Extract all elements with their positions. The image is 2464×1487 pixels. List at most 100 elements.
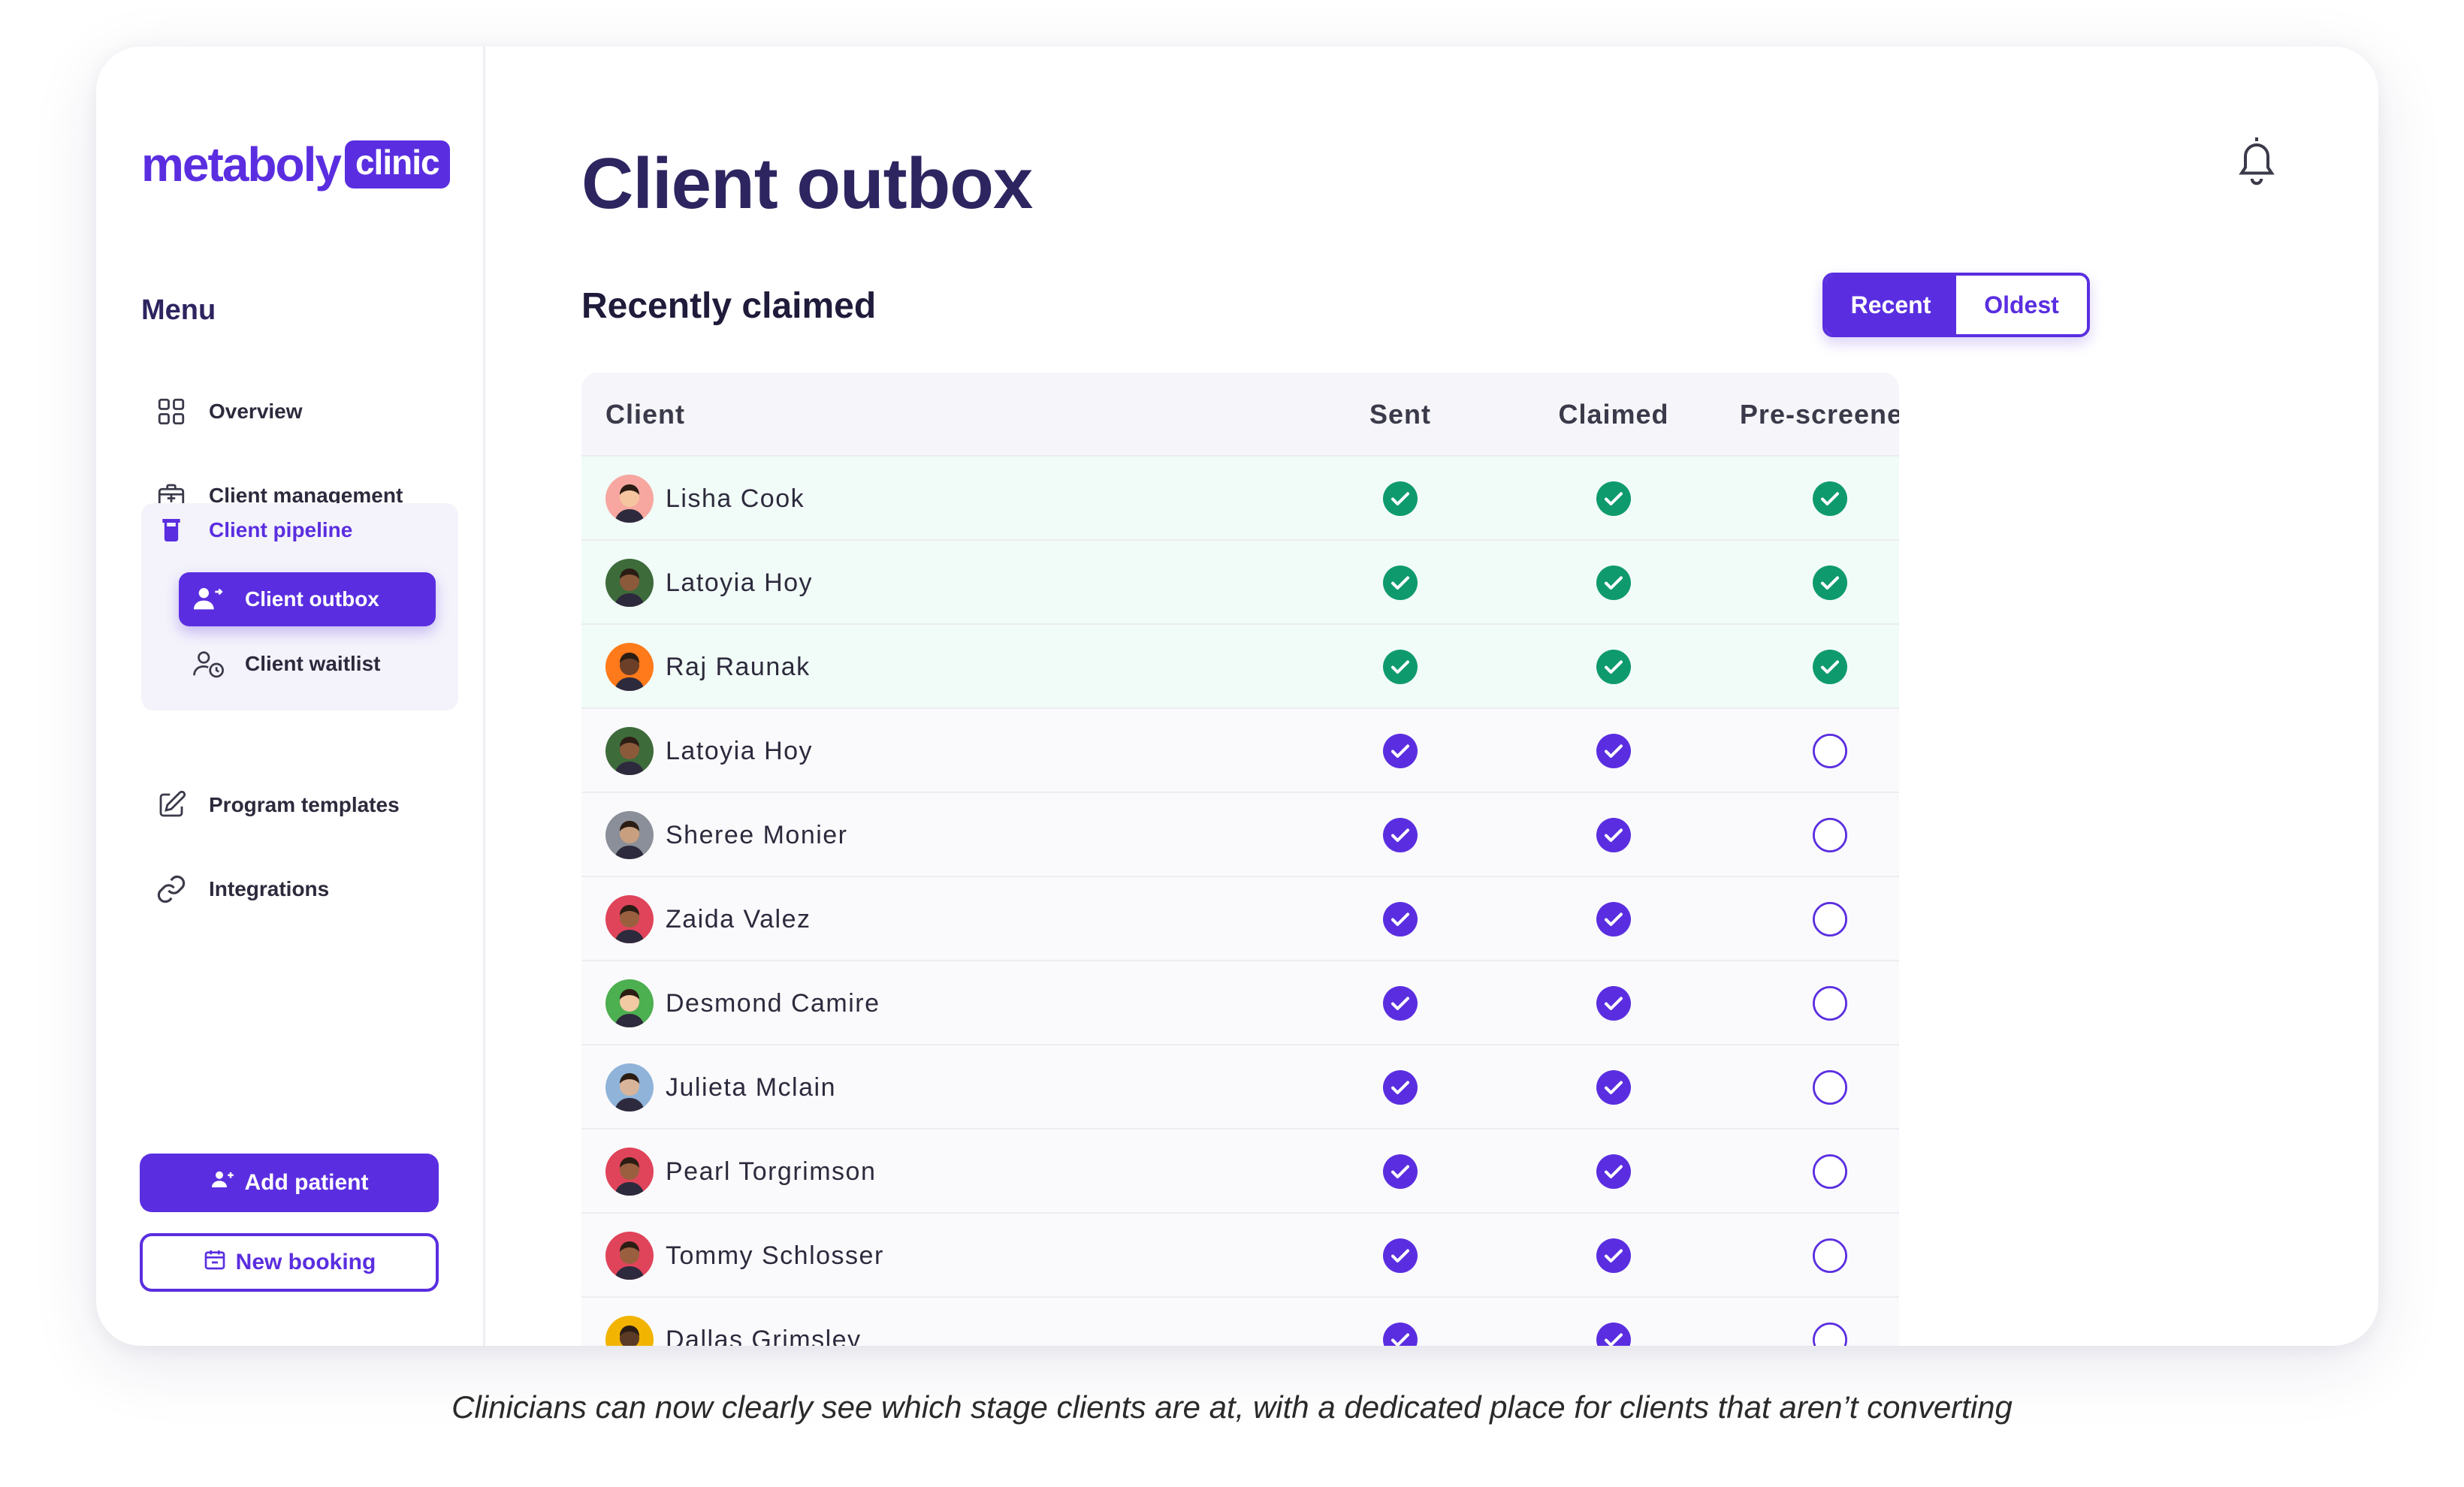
- claimed-check-icon: [1596, 733, 1632, 769]
- client-name: Latoyia Hoy: [666, 568, 814, 597]
- sidebar-item-label: Client waitlist: [245, 652, 381, 675]
- prescreened-empty-circle-icon: [1812, 1154, 1848, 1190]
- sent-check-icon: [1382, 565, 1418, 601]
- claimed-check-icon: [1596, 1069, 1632, 1105]
- sidebar-item-client-outbox[interactable]: Client outbox: [179, 572, 436, 626]
- sent-check-icon: [1382, 1069, 1418, 1105]
- sidebar-item-label: Integrations: [209, 877, 330, 900]
- sidebar-item-label: Client outbox: [245, 587, 379, 611]
- new-booking-label: New booking: [235, 1250, 376, 1274]
- user-clock-icon: [179, 648, 239, 680]
- notification-bell-icon[interactable]: [2234, 134, 2279, 186]
- sidebar-item-client-pipeline[interactable]: Client pipeline: [141, 503, 458, 557]
- table-row[interactable]: Desmond Camire: [581, 961, 1899, 1045]
- claimed-check-icon: [1596, 1322, 1632, 1346]
- client-name: Julieta Mclain: [666, 1072, 836, 1102]
- client-name: Sheree Monier: [666, 820, 848, 849]
- user-send-icon: [179, 584, 239, 614]
- client-name: Lisha Cook: [666, 484, 805, 513]
- sent-check-icon: [1382, 733, 1418, 769]
- prescreened-check-icon: [1812, 481, 1848, 517]
- avatar: [605, 1148, 654, 1196]
- client-name: Tommy Schlosser: [666, 1241, 884, 1270]
- client-name: Zaida Valez: [666, 904, 811, 934]
- avatar: [605, 559, 654, 607]
- sent-check-icon: [1382, 1154, 1418, 1190]
- client-name: Desmond Camire: [666, 988, 880, 1018]
- avatar: [605, 643, 654, 691]
- table-row[interactable]: Lisha Cook: [581, 457, 1899, 541]
- prescreened-empty-circle-icon: [1812, 1069, 1848, 1105]
- prescreened-check-icon: [1812, 649, 1848, 685]
- claimed-check-icon: [1596, 985, 1632, 1021]
- sidebar-item-integrations[interactable]: Integrations: [141, 862, 427, 916]
- sent-check-icon: [1382, 649, 1418, 685]
- prescreened-empty-circle-icon: [1812, 985, 1848, 1021]
- table-row[interactable]: Dallas Grimsley: [581, 1298, 1899, 1346]
- add-patient-button[interactable]: Add patient: [140, 1154, 439, 1212]
- sidebar-item-program-templates[interactable]: Program templates: [141, 778, 427, 832]
- sidebar-item-label: Client management: [209, 484, 403, 507]
- avatar: [605, 1316, 654, 1346]
- sent-check-icon: [1382, 1238, 1418, 1274]
- table-header: Client Sent Claimed Pre-screened: [581, 373, 1899, 457]
- sidebar-item-overview[interactable]: Overview: [141, 385, 427, 439]
- section-title: Recently claimed: [581, 286, 877, 326]
- sidebar-item-label: Program templates: [209, 793, 400, 816]
- add-patient-label: Add patient: [244, 1170, 369, 1195]
- table-row[interactable]: Tommy Schlosser: [581, 1214, 1899, 1298]
- brand-logo[interactable]: metaboly clinic: [141, 137, 450, 192]
- pipeline-group: Client pipeline Client outbox: [141, 503, 458, 710]
- table-row[interactable]: Sheree Monier: [581, 793, 1899, 877]
- prescreened-check-icon: [1812, 565, 1848, 601]
- claimed-check-icon: [1596, 901, 1632, 937]
- sidebar-item-client-management[interactable]: Client management: [141, 469, 427, 523]
- claimed-check-icon: [1596, 817, 1632, 853]
- client-name: Latoyia Hoy: [666, 736, 814, 765]
- sent-check-icon: [1382, 481, 1418, 517]
- table-row[interactable]: Raj Raunak: [581, 625, 1899, 709]
- sort-oldest-button[interactable]: Oldest: [1956, 276, 2087, 334]
- sort-recent-button[interactable]: Recent: [1825, 276, 1956, 334]
- avatar: [605, 1063, 654, 1111]
- new-booking-button[interactable]: New booking: [140, 1233, 439, 1292]
- pipeline-icon: [141, 515, 201, 545]
- prescreened-empty-circle-icon: [1812, 1238, 1848, 1274]
- sidebar-item-client-waitlist[interactable]: Client waitlist: [179, 637, 436, 691]
- sidebar-item-label: Client pipeline: [209, 518, 353, 541]
- table-row[interactable]: Zaida Valez: [581, 877, 1899, 961]
- calendar-icon: [203, 1247, 227, 1277]
- brand-badge: clinic: [344, 140, 450, 189]
- claimed-check-icon: [1596, 565, 1632, 601]
- column-header-client: Client: [605, 399, 686, 430]
- page-title: Client outbox: [581, 143, 1033, 224]
- prescreened-empty-circle-icon: [1812, 1322, 1848, 1346]
- avatar: [605, 727, 654, 775]
- claimed-check-icon: [1596, 649, 1632, 685]
- sidebar: metaboly clinic Menu Overview Client man…: [96, 47, 485, 1346]
- avatar: [605, 1232, 654, 1280]
- client-name: Pearl Torgrimson: [666, 1157, 877, 1186]
- table-row[interactable]: Julieta Mclain: [581, 1045, 1899, 1130]
- add-user-icon: [210, 1169, 236, 1197]
- grid-icon: [141, 396, 201, 427]
- avatar: [605, 895, 654, 943]
- avatar: [605, 475, 654, 523]
- brand-name: metaboly: [141, 137, 342, 192]
- table-row[interactable]: Latoyia Hoy: [581, 541, 1899, 625]
- prescreened-empty-circle-icon: [1812, 901, 1848, 937]
- link-icon: [141, 873, 201, 905]
- table-row[interactable]: Pearl Torgrimson: [581, 1130, 1899, 1214]
- client-table: Client Sent Claimed Pre-screened Lisha C…: [581, 373, 1899, 1346]
- claimed-check-icon: [1596, 1238, 1632, 1274]
- column-header-sent: Sent: [1369, 399, 1431, 430]
- table-row[interactable]: Latoyia Hoy: [581, 709, 1899, 793]
- edit-icon: [141, 789, 201, 821]
- sent-check-icon: [1382, 1322, 1418, 1346]
- sent-check-icon: [1382, 817, 1418, 853]
- sent-check-icon: [1382, 985, 1418, 1021]
- avatar: [605, 979, 654, 1027]
- client-name: Raj Raunak: [666, 652, 811, 681]
- menu-title: Menu: [141, 294, 216, 326]
- sent-check-icon: [1382, 901, 1418, 937]
